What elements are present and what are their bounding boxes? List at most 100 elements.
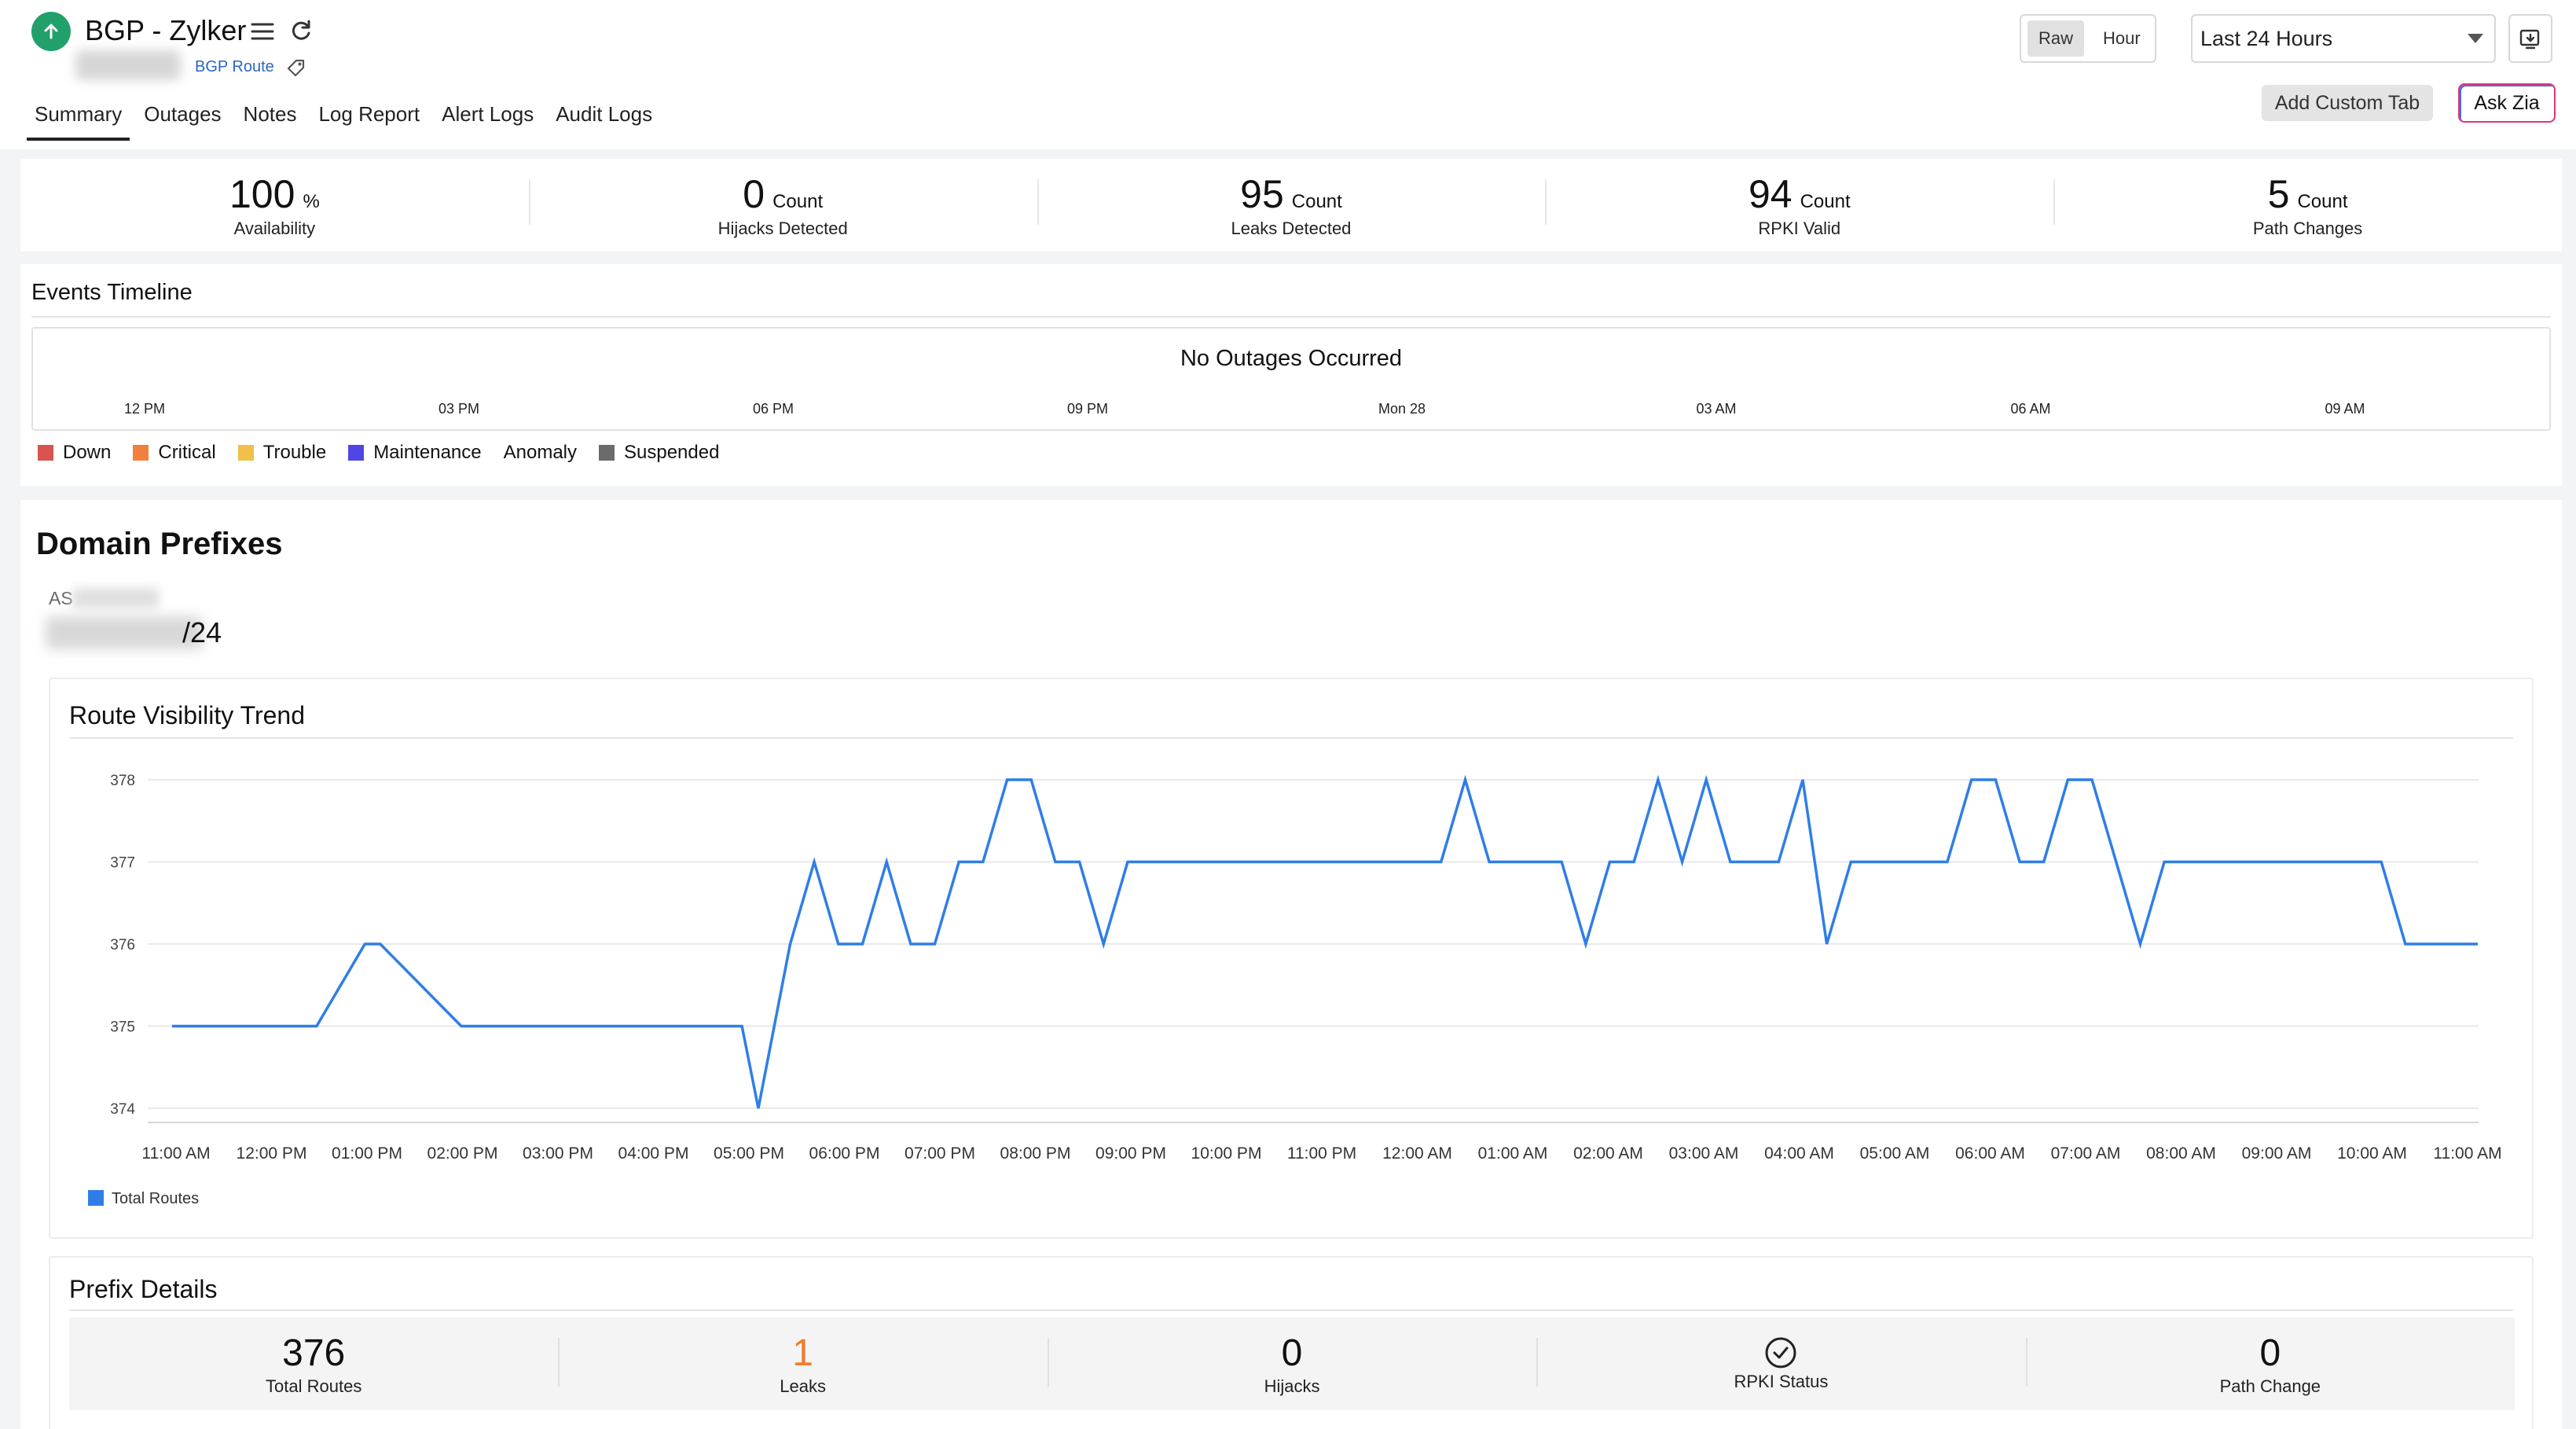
legend-maintenance: Maintenance — [348, 442, 482, 464]
events-timeline-card: Events Timeline No Outages Occurred 12 P… — [20, 264, 2562, 486]
x-tick-label: 11:00 PM — [1287, 1144, 1356, 1163]
legend-swatch — [88, 1190, 104, 1206]
detail-rpki-status: RPKI Status — [1536, 1317, 2025, 1410]
timeline-tick: 09 PM — [1066, 401, 1109, 417]
trend-title: Route Visibility Trend — [69, 701, 305, 729]
hour-toggle-button[interactable]: Hour — [2103, 28, 2141, 48]
x-tick-label: 04:00 PM — [618, 1144, 689, 1163]
y-tick-label: 377 — [110, 855, 135, 872]
prefix-details-title: Prefix Details — [69, 1275, 218, 1303]
legend-trouble: Trouble — [237, 442, 327, 464]
metric-availability: 100% Availability — [20, 159, 529, 252]
timeline-tick: 06 AM — [2010, 401, 2051, 417]
export-icon — [2519, 29, 2540, 50]
x-tick-label: 11:00 AM — [2433, 1144, 2501, 1163]
x-tick-label: 10:00 PM — [1191, 1144, 1262, 1163]
x-tick-label: 10:00 AM — [2337, 1144, 2407, 1163]
redacted-hostname — [75, 50, 181, 80]
detail-value: 0 — [2259, 1332, 2281, 1374]
legend-swatch — [599, 445, 615, 461]
prefix-length: /24 — [182, 616, 222, 648]
export-button[interactable] — [2508, 14, 2552, 63]
x-tick-label: 06:00 AM — [1955, 1144, 2025, 1163]
y-tick-label: 378 — [110, 773, 135, 789]
tab-summary[interactable]: Summary — [27, 102, 130, 141]
detail-path-change: 0 Path Change — [2025, 1317, 2515, 1410]
metric-rpki-valid: 94 Count RPKI Valid — [1545, 159, 2053, 252]
prefix-details-card: Prefix Details 376 Total Routes 1 Leaks … — [49, 1256, 2534, 1429]
refresh-icon[interactable] — [288, 17, 314, 44]
metric-unit: Count — [772, 191, 824, 212]
divider — [69, 737, 2513, 739]
metric-value: 100 — [229, 172, 295, 216]
add-custom-tab-button[interactable]: Add Custom Tab — [2262, 85, 2433, 121]
x-tick-label: 08:00 PM — [1000, 1144, 1071, 1163]
ask-zia-button[interactable]: Ask Zia — [2458, 83, 2556, 123]
legend-swatch — [348, 445, 365, 461]
legend-swatch — [237, 445, 254, 461]
x-tick-label: 12:00 AM — [1382, 1144, 1452, 1163]
hamburger-menu-icon[interactable] — [250, 20, 275, 42]
metric-value: 0 — [743, 172, 765, 216]
tab-log-report[interactable]: Log Report — [318, 102, 420, 126]
metric-path-changes: 5 Count Path Changes — [2053, 159, 2562, 252]
time-range-select[interactable]: Last 24 Hours — [2191, 14, 2496, 63]
domain-prefixes-title: Domain Prefixes — [36, 527, 283, 561]
redacted-prefix — [46, 616, 203, 649]
y-tick-label: 376 — [110, 937, 135, 953]
view-toggle: Raw Hour — [2020, 14, 2156, 63]
x-tick-label: 01:00 PM — [332, 1144, 402, 1163]
summary-metrics: 100% Availability 0 Count Hijacks Detecte… — [20, 159, 2562, 252]
time-range-value: Last 24 Hours — [2200, 26, 2333, 50]
timeline-track[interactable]: No Outages Occurred 12 PM 03 PM 06 PM 09… — [31, 327, 2551, 431]
tab-audit-logs[interactable]: Audit Logs — [556, 102, 653, 126]
x-tick-label: 02:00 AM — [1573, 1144, 1643, 1163]
legend-label: Trouble — [262, 442, 327, 463]
x-tick-label: 07:00 AM — [2051, 1144, 2121, 1163]
metric-unit: Count — [2297, 191, 2348, 212]
x-tick-label: 03:00 AM — [1669, 1144, 1739, 1163]
tab-notes[interactable]: Notes — [243, 102, 297, 126]
metric-label: Availability — [233, 219, 316, 238]
events-timeline-title: Events Timeline — [31, 280, 193, 305]
raw-toggle-button[interactable]: Raw — [2027, 20, 2085, 57]
chevron-down-icon — [2468, 34, 2483, 43]
x-tick-label: 05:00 PM — [714, 1144, 784, 1163]
monitor-type-link[interactable]: BGP Route — [195, 58, 274, 75]
detail-value: 0 — [1281, 1332, 1303, 1374]
metric-unit: Count — [1291, 191, 1342, 212]
tab-bar: Summary Outages Notes Log Report Alert L… — [27, 102, 666, 141]
status-legend: Down Critical Trouble Maintenance Anomal… — [38, 442, 719, 464]
x-tick-label: 05:00 AM — [1860, 1144, 1930, 1163]
detail-value: 376 — [282, 1332, 346, 1374]
y-tick-label: 375 — [110, 1019, 135, 1036]
legend-suspended: Suspended — [599, 442, 719, 464]
metric-leaks: 95 Count Leaks Detected — [1037, 159, 1546, 252]
metric-unit: % — [303, 191, 320, 212]
no-outages-message: No Outages Occurred — [1180, 346, 1403, 371]
tab-outages[interactable]: Outages — [144, 102, 222, 126]
x-tick-label: 12:00 PM — [237, 1144, 307, 1163]
x-tick-label: 03:00 PM — [523, 1144, 593, 1163]
metric-value: 94 — [1748, 172, 1793, 216]
detail-leaks[interactable]: 1 Leaks — [558, 1317, 1047, 1410]
legend-label: Down — [63, 442, 112, 463]
timeline-tick: 03 PM — [438, 401, 480, 417]
detail-label: RPKI Status — [1734, 1372, 1829, 1391]
route-visibility-trend-card: Route Visibility Trend 378 377 376 375 374 11… — [49, 678, 2534, 1239]
legend-swatch — [38, 445, 53, 461]
metric-label: Hijacks Detected — [717, 219, 848, 238]
x-tick-label: 02:00 PM — [427, 1144, 498, 1163]
as-number-label: AS — [49, 588, 73, 608]
tag-icon[interactable] — [284, 57, 308, 80]
detail-label: Hijacks — [1264, 1376, 1320, 1396]
legend-anomaly: Anomaly — [504, 442, 577, 464]
timeline-tick: 12 PM — [123, 401, 166, 417]
monitor-header: BGP - Zylker BGP Route Summary Outages N… — [0, 0, 2576, 149]
legend-down: Down — [38, 442, 111, 464]
x-tick-label: 04:00 AM — [1764, 1144, 1834, 1163]
route-visibility-chart[interactable]: 378 377 376 375 374 11:00 AM 12:00 PM 01:00 PM 0… — [50, 679, 2534, 1239]
detail-value: 1 — [792, 1332, 813, 1374]
tab-alert-logs[interactable]: Alert Logs — [442, 102, 534, 126]
legend-label: Total Routes — [112, 1190, 199, 1207]
